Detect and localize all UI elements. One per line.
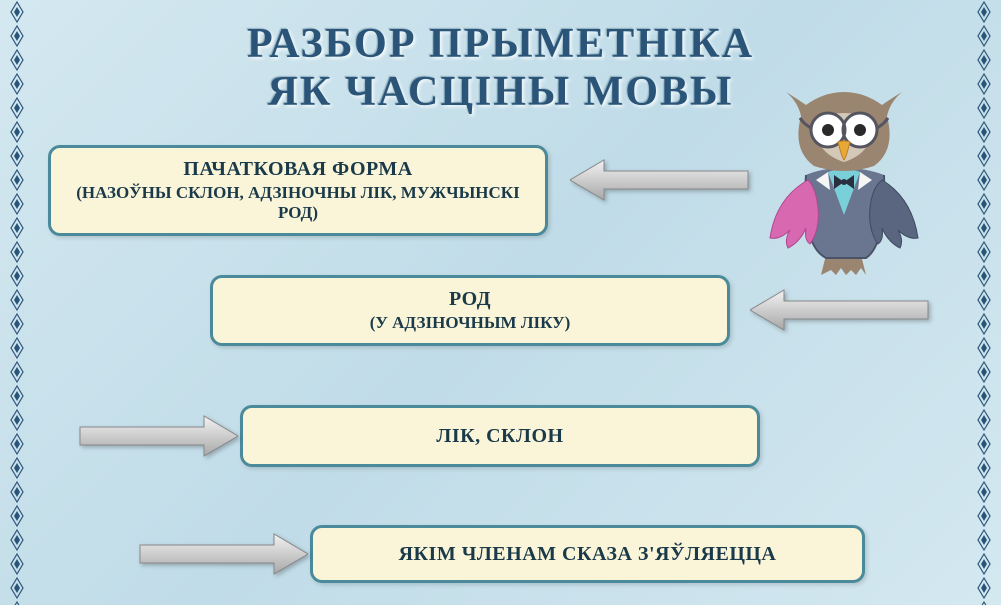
title-line1: РАЗБОР ПРЫМЕТНІКА xyxy=(0,20,1001,68)
box-gender: РОД (У АДЗІНОЧНЫМ ЛІКУ) xyxy=(210,275,730,346)
box-initial-form: ПАЧАТКОВАЯ ФОРМА (НАЗОЎНЫ СКЛОН, АДЗІНОЧ… xyxy=(48,145,548,236)
box1-sub: (НАЗОЎНЫ СКЛОН, АДЗІНОЧНЫ ЛІК, МУЖЧЫНСКІ… xyxy=(69,183,527,223)
arrow-to-box3 xyxy=(78,414,238,458)
border-left xyxy=(8,0,26,605)
box2-sub: (У АДЗІНОЧНЫМ ЛІКУ) xyxy=(231,313,709,333)
arrow-to-box1 xyxy=(570,158,750,202)
arrow-to-box2 xyxy=(750,288,930,332)
box2-main: РОД xyxy=(231,288,709,311)
box4-main: ЯКІМ ЧЛЕНАМ СКАЗА З'ЯЎЛЯЕЦЦА xyxy=(399,543,777,566)
arrow-to-box4 xyxy=(138,532,308,576)
border-right xyxy=(975,0,993,605)
owl-icon xyxy=(756,80,931,275)
box-sentence-role: ЯКІМ ЧЛЕНАМ СКАЗА З'ЯЎЛЯЕЦЦА xyxy=(310,525,865,583)
box3-main: ЛІК, СКЛОН xyxy=(436,425,563,448)
box1-main: ПАЧАТКОВАЯ ФОРМА xyxy=(69,158,527,181)
box-number-case: ЛІК, СКЛОН xyxy=(240,405,760,467)
